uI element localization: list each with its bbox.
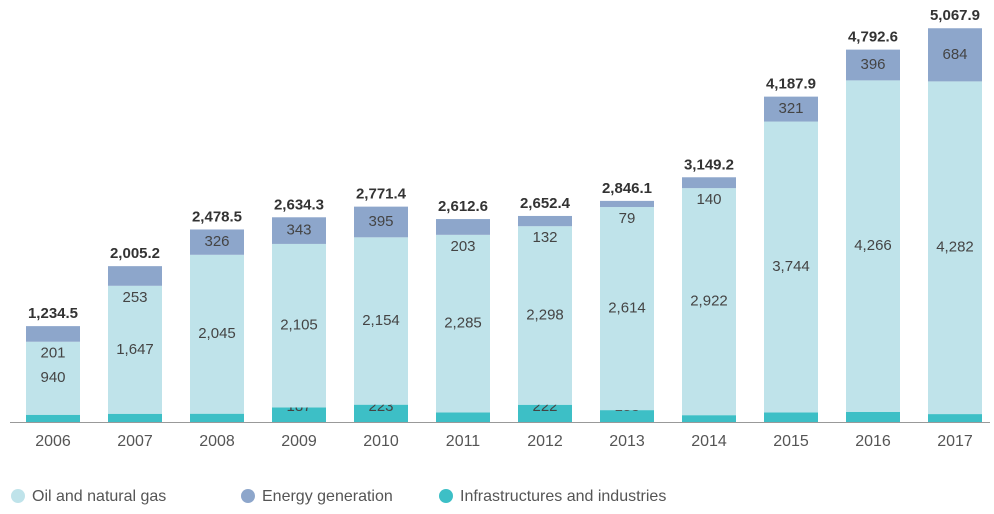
segment-label: 132 [532, 229, 557, 246]
total-label: 3,149.2 [684, 156, 734, 173]
segment-label: 343 [286, 222, 311, 239]
segment-label: 395 [368, 213, 393, 230]
x-tick-label: 2010 [363, 433, 399, 450]
bar-segment [928, 28, 982, 82]
total-label: 4,792.6 [848, 29, 898, 46]
bar-segment [436, 234, 490, 413]
segment-label: 140 [696, 191, 721, 208]
x-tick-label: 2013 [609, 433, 645, 450]
segment-label: 326 [204, 233, 229, 250]
bar-segment [108, 285, 162, 414]
legend-label: Energy generation [262, 488, 393, 505]
bar-segment [682, 415, 736, 422]
bar-segment [682, 177, 736, 189]
bar-segment [846, 411, 900, 422]
total-label: 2,771.4 [356, 186, 407, 203]
legend-label: Oil and natural gas [32, 488, 166, 505]
bar-segment [354, 404, 408, 422]
bar-segment [26, 414, 80, 422]
bar-segment [600, 200, 654, 208]
bar-segment [518, 215, 572, 227]
bar-segment [682, 188, 736, 416]
segment-label: 940 [40, 369, 65, 386]
segment-label: 203 [450, 238, 475, 255]
bar-segment [764, 121, 818, 413]
bar-segment [846, 80, 900, 412]
bar-segment [436, 412, 490, 422]
x-tick-label: 2007 [117, 433, 153, 450]
total-label: 1,234.5 [28, 305, 78, 322]
bar-segment [764, 96, 818, 122]
bar-segment [436, 219, 490, 235]
bar-segment [764, 412, 818, 422]
segment-label: 79 [619, 210, 636, 227]
segment-label: 253 [122, 289, 147, 306]
bar-segment [600, 207, 654, 411]
total-label: 5,067.9 [930, 7, 980, 24]
bar-segment [26, 341, 80, 415]
bar-segment [108, 413, 162, 422]
bar-segment [928, 81, 982, 415]
segment-label: 2,614 [608, 300, 646, 317]
segment-label: 684 [942, 46, 967, 63]
bar-segment [354, 206, 408, 238]
bar-segment [928, 414, 982, 422]
total-label: 2,005.2 [110, 245, 160, 262]
x-tick-label: 2012 [527, 433, 563, 450]
x-tick-label: 2009 [281, 433, 317, 450]
bar-segment [518, 404, 572, 422]
x-tick-label: 2016 [855, 433, 891, 450]
segment-label: 3,744 [772, 258, 810, 275]
legend-swatch [11, 489, 25, 503]
x-tick-label: 2006 [35, 433, 71, 450]
segment-label: 2,154 [362, 312, 400, 329]
bar-segment [26, 326, 80, 342]
bar-segment [190, 229, 244, 255]
segment-label: 2,922 [690, 293, 728, 310]
bar-segment [272, 243, 326, 408]
bar-segment [272, 217, 326, 244]
segment-label: 2,045 [198, 325, 236, 342]
legend-label: Infrastructures and industries [460, 488, 666, 505]
segment-label: 321 [778, 100, 803, 117]
segment-label: 4,266 [854, 237, 892, 254]
segment-label: 2,298 [526, 306, 564, 323]
segment-label: 201 [40, 345, 65, 362]
total-label: 2,634.3 [274, 196, 324, 213]
bar-segment [518, 226, 572, 405]
bar-segment [190, 413, 244, 422]
x-tick-label: 2014 [691, 433, 727, 450]
legend-swatch [241, 489, 255, 503]
segment-label: 2,105 [280, 317, 318, 334]
legend-swatch [439, 489, 453, 503]
segment-label: 1,647 [116, 341, 154, 358]
total-label: 2,612.6 [438, 198, 488, 215]
segment-label: 396 [860, 56, 885, 73]
x-tick-label: 2017 [937, 433, 973, 450]
total-label: 2,478.5 [192, 208, 242, 225]
x-tick-label: 2015 [773, 433, 809, 450]
bar-segment [354, 237, 408, 405]
segment-label: 4,282 [936, 239, 974, 256]
total-label: 4,187.9 [766, 76, 816, 93]
total-label: 2,652.4 [520, 195, 571, 212]
bar-segment [846, 49, 900, 81]
segment-label: 2,285 [444, 315, 482, 332]
x-tick-label: 2011 [446, 433, 481, 450]
bar-segment [108, 266, 162, 286]
bar-segment [190, 254, 244, 414]
bar-segment [272, 407, 326, 422]
bar-segment [600, 410, 654, 422]
total-label: 2,846.1 [602, 180, 652, 197]
x-tick-label: 2008 [199, 433, 235, 450]
